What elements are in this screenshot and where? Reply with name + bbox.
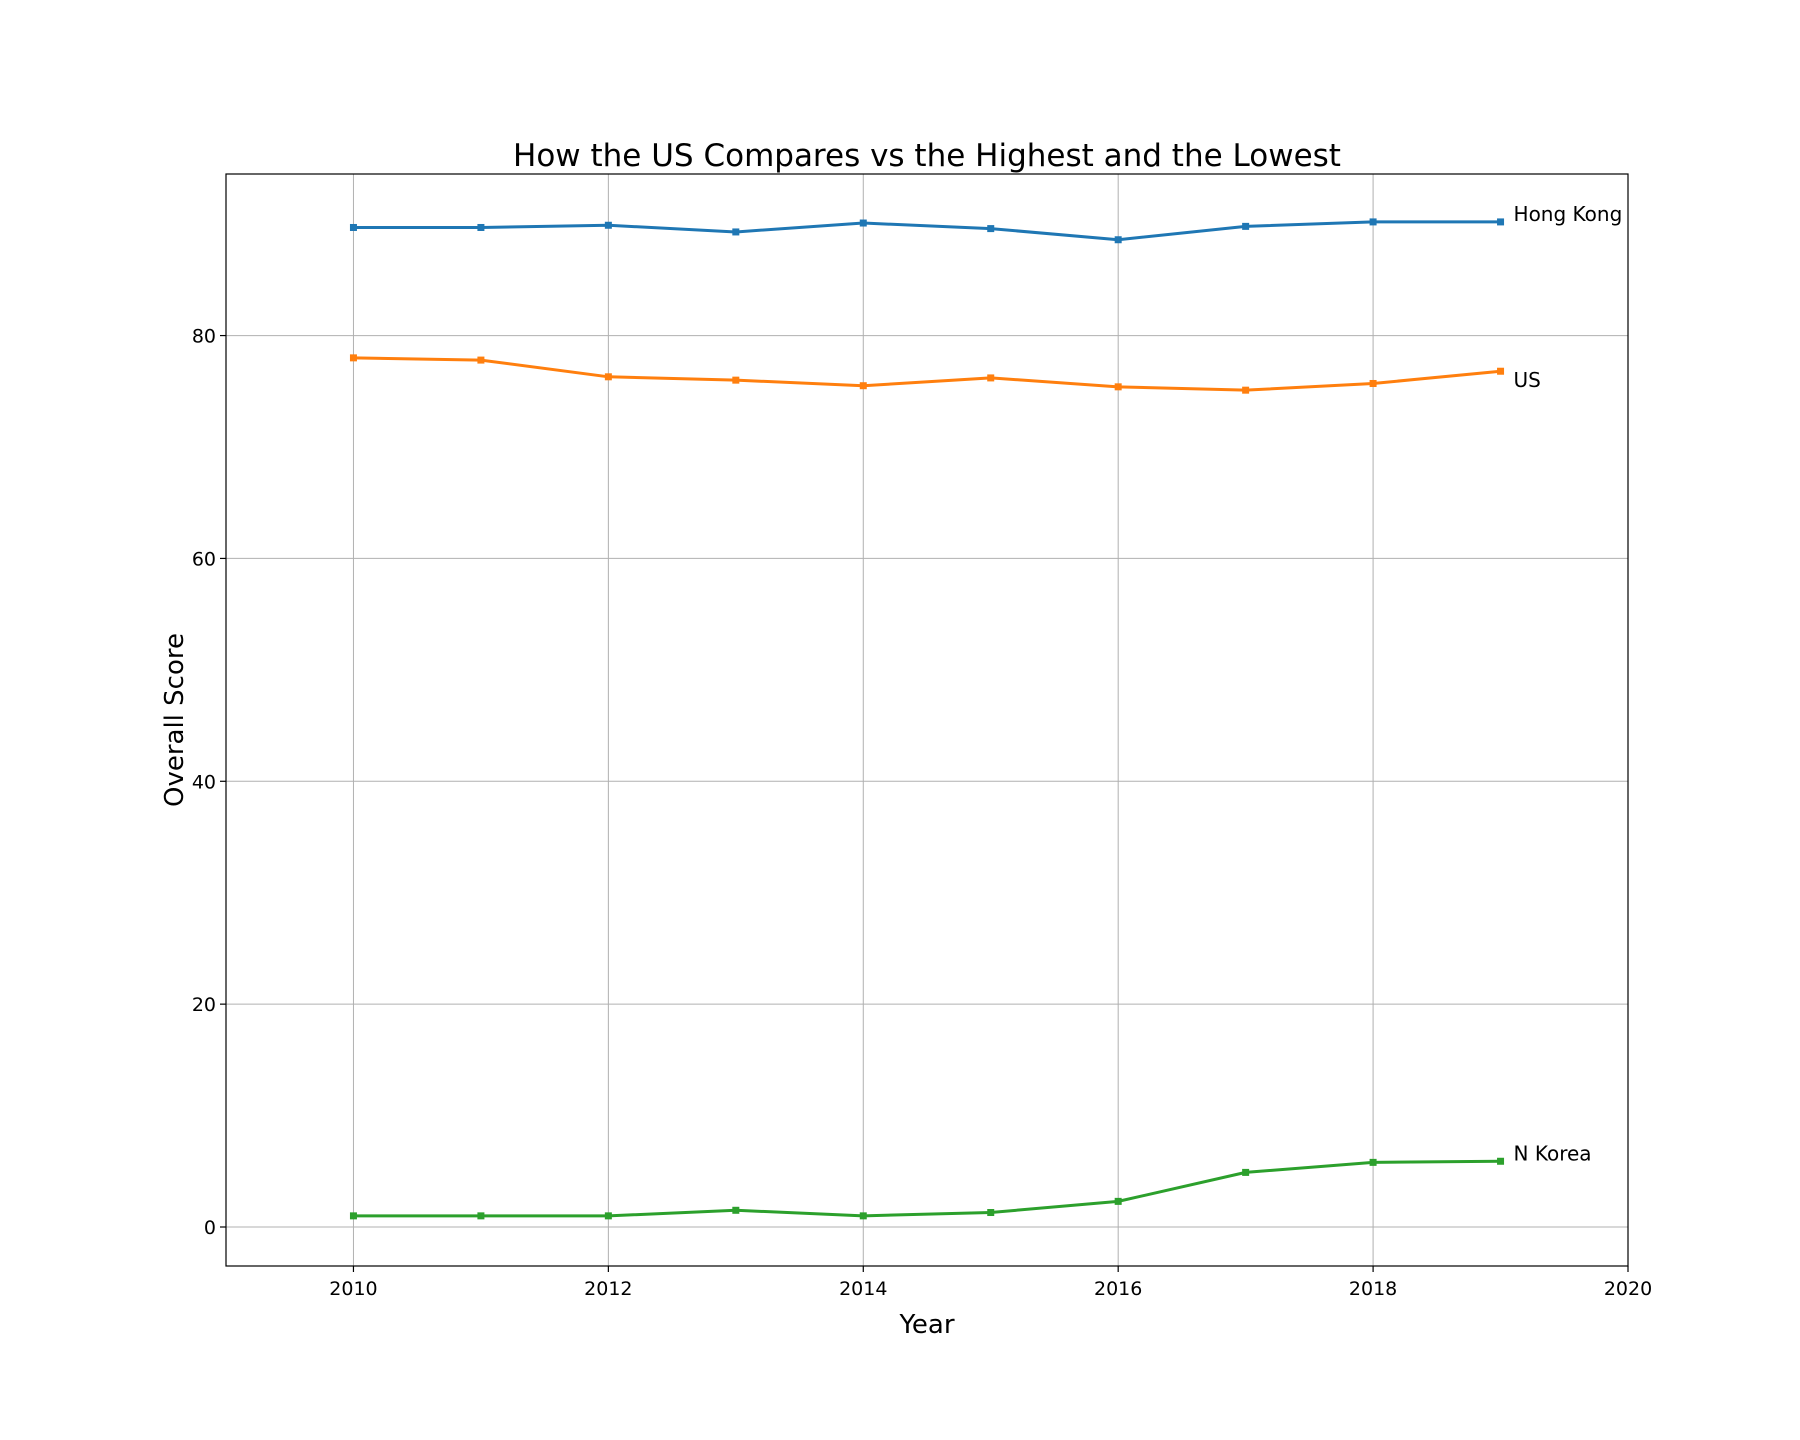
series-line-us [353, 356, 1501, 392]
y-axis-title: Overall Score [160, 633, 190, 807]
y-tick-label: 80 [192, 326, 216, 348]
data-point [477, 1212, 485, 1220]
data-point [604, 1212, 612, 1220]
x-tick-label: 2010 [329, 1278, 377, 1300]
data-point [1242, 386, 1250, 394]
series-layer [349, 218, 1505, 1220]
x-axis-title: Year [898, 1310, 954, 1340]
data-point [1369, 379, 1377, 387]
data-point [1497, 1157, 1505, 1165]
data-point [349, 223, 357, 231]
data-point [1114, 236, 1122, 244]
data-point [1497, 367, 1505, 375]
series-label-hong-kong: Hong Kong [1514, 202, 1623, 226]
data-point [477, 223, 485, 231]
data-point [859, 1212, 867, 1220]
data-point [349, 354, 357, 362]
data-point [987, 225, 995, 233]
data-point [1114, 1197, 1122, 1205]
series-n-korea [349, 1157, 1505, 1220]
series-labels: Hong Kong US N Korea [1514, 202, 1623, 1165]
data-point [349, 1212, 357, 1220]
series-label-us: US [1514, 368, 1541, 392]
x-tick-label: 2012 [584, 1278, 632, 1300]
chart-title: How the US Compares vs the Highest and t… [513, 138, 1341, 174]
x-tick-label: 2016 [1094, 1278, 1142, 1300]
data-point [987, 1209, 995, 1217]
y-tick-label: 40 [192, 771, 216, 793]
series-label-n-korea: N Korea [1514, 1141, 1592, 1165]
ticks: 2010 2012 2014 2016 2018 2020 0 20 40 60 80 [192, 326, 1652, 1300]
data-point [732, 1206, 740, 1214]
data-point [1114, 383, 1122, 391]
series-hong-kong [349, 218, 1505, 244]
data-point [987, 374, 995, 382]
grid [226, 174, 1629, 1266]
y-tick-label: 20 [192, 994, 216, 1016]
data-point [1369, 1158, 1377, 1166]
data-point [477, 356, 485, 364]
y-tick-label: 0 [204, 1217, 216, 1239]
series-line-hong-kong [353, 220, 1501, 242]
data-point [732, 376, 740, 384]
y-tick-label: 60 [192, 548, 216, 570]
data-point [732, 228, 740, 236]
plot-frame [225, 173, 1629, 1267]
data-point [604, 373, 612, 381]
data-point [859, 382, 867, 390]
data-point [859, 219, 867, 227]
data-point [604, 221, 612, 229]
series-us [349, 354, 1505, 394]
data-point [1369, 218, 1377, 226]
x-tick-label: 2020 [1604, 1278, 1652, 1300]
x-tick-label: 2014 [839, 1278, 887, 1300]
data-point [1242, 222, 1250, 230]
series-line-n-korea [353, 1159, 1501, 1218]
data-point [1497, 218, 1505, 226]
x-tick-label: 2018 [1349, 1278, 1397, 1300]
data-point [1242, 1168, 1250, 1176]
